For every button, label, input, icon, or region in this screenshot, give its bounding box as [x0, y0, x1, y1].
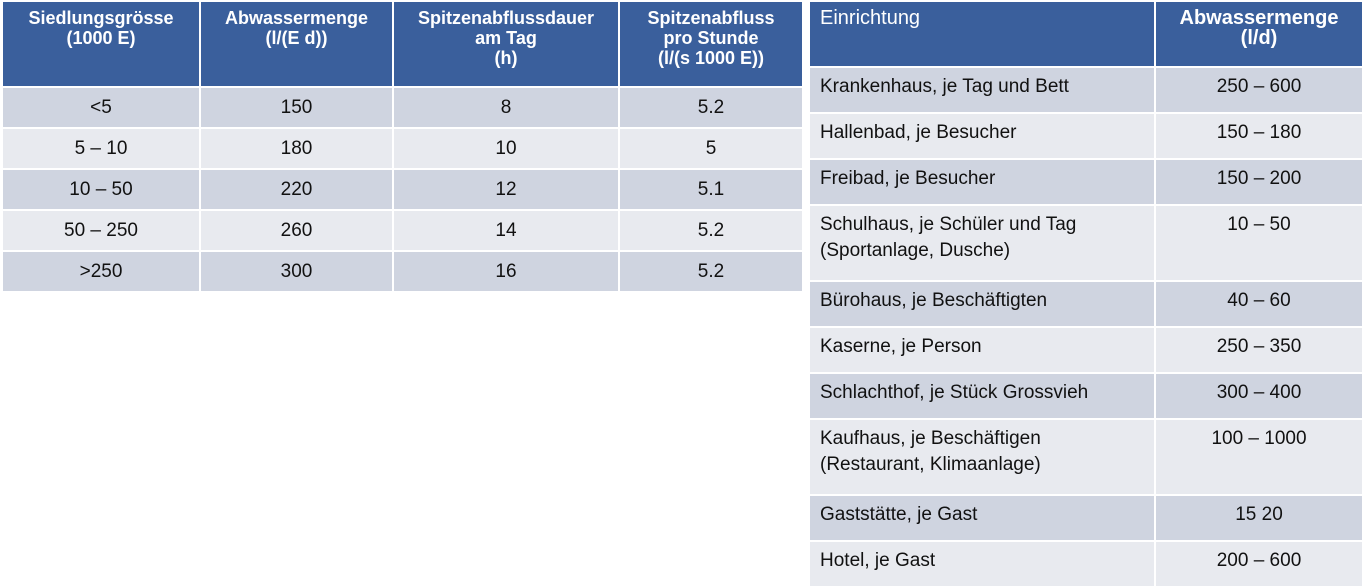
cell-facility: Hallenbad, je Besucher	[808, 112, 1156, 160]
cell-facility: Schulhaus, je Schüler und Tag (Sportanla…	[808, 204, 1156, 282]
settlement-size-table: Siedlungsgrösse (1000 E) Abwassermenge (…	[1, 0, 804, 293]
header-settlement-size: Siedlungsgrösse (1000 E)	[1, 0, 201, 88]
table-row: Schulhaus, je Schüler und Tag (Sportanla…	[808, 204, 1362, 282]
table-row: Freibad, je Besucher 150 – 200	[808, 158, 1362, 206]
cell-settlement-size: 10 – 50	[1, 168, 201, 211]
table-row: Kaufhaus, je Beschäftigen (Restaurant, K…	[808, 418, 1362, 496]
table-row: <5 150 8 5.2	[1, 86, 804, 129]
table-header-row: Siedlungsgrösse (1000 E) Abwassermenge (…	[1, 0, 804, 88]
header-wastewater-amount: Abwassermenge (l/(E d))	[199, 0, 394, 88]
table-row: Bürohaus, je Beschäftigten 40 – 60	[808, 280, 1362, 328]
table-row: Gaststätte, je Gast 15 20	[808, 494, 1362, 542]
cell-peak-duration: 10	[392, 127, 620, 170]
cell-wastewater-amount: 180	[199, 127, 394, 170]
cell-peak-flow: 5	[618, 127, 804, 170]
cell-facility: Bürohaus, je Beschäftigten	[808, 280, 1156, 328]
cell-peak-duration: 12	[392, 168, 620, 211]
header-peak-flow: Spitzenabfluss pro Stunde (l/(s 1000 E))	[618, 0, 804, 88]
cell-settlement-size: 5 – 10	[1, 127, 201, 170]
cell-peak-flow: 5.2	[618, 250, 804, 293]
cell-peak-flow: 5.2	[618, 86, 804, 129]
cell-amount: 10 – 50	[1154, 204, 1362, 282]
cell-amount: 250 – 350	[1154, 326, 1362, 374]
table-row: >250 300 16 5.2	[1, 250, 804, 293]
cell-amount: 40 – 60	[1154, 280, 1362, 328]
cell-facility: Hotel, je Gast	[808, 540, 1156, 588]
cell-amount: 300 – 400	[1154, 372, 1362, 420]
table-row: Hallenbad, je Besucher 150 – 180	[808, 112, 1362, 160]
cell-wastewater-amount: 260	[199, 209, 394, 252]
cell-peak-duration: 8	[392, 86, 620, 129]
cell-facility: Schlachthof, je Stück Grossvieh	[808, 372, 1156, 420]
cell-peak-duration: 16	[392, 250, 620, 293]
cell-facility: Kaufhaus, je Beschäftigen (Restaurant, K…	[808, 418, 1156, 496]
cell-settlement-size: >250	[1, 250, 201, 293]
header-wastewater-amount: Abwassermenge (l/d)	[1154, 0, 1362, 68]
cell-settlement-size: 50 – 250	[1, 209, 201, 252]
table-row: Hotel, je Gast 200 – 600	[808, 540, 1362, 588]
table-row: 50 – 250 260 14 5.2	[1, 209, 804, 252]
cell-facility: Gaststätte, je Gast	[808, 494, 1156, 542]
table-row: Schlachthof, je Stück Grossvieh 300 – 40…	[808, 372, 1362, 420]
cell-amount: 200 – 600	[1154, 540, 1362, 588]
cell-wastewater-amount: 220	[199, 168, 394, 211]
header-facility: Einrichtung	[808, 0, 1156, 68]
cell-settlement-size: <5	[1, 86, 201, 129]
cell-peak-flow: 5.2	[618, 209, 804, 252]
cell-facility: Freibad, je Besucher	[808, 158, 1156, 206]
cell-amount: 150 – 180	[1154, 112, 1362, 160]
cell-wastewater-amount: 300	[199, 250, 394, 293]
table-header-row: Einrichtung Abwassermenge (l/d)	[808, 0, 1362, 68]
table-row: 5 – 10 180 10 5	[1, 127, 804, 170]
header-peak-duration: Spitzenabflussdauer am Tag (h)	[392, 0, 620, 88]
cell-facility: Kaserne, je Person	[808, 326, 1156, 374]
cell-amount: 100 – 1000	[1154, 418, 1362, 496]
cell-wastewater-amount: 150	[199, 86, 394, 129]
cell-peak-duration: 14	[392, 209, 620, 252]
table-row: Krankenhaus, je Tag und Bett 250 – 600	[808, 66, 1362, 114]
cell-amount: 15 20	[1154, 494, 1362, 542]
table-row: Kaserne, je Person 250 – 350	[808, 326, 1362, 374]
cell-amount: 250 – 600	[1154, 66, 1362, 114]
facility-wastewater-table: Einrichtung Abwassermenge (l/d) Krankenh…	[808, 0, 1362, 588]
cell-amount: 150 – 200	[1154, 158, 1362, 206]
table-row: 10 – 50 220 12 5.1	[1, 168, 804, 211]
cell-facility: Krankenhaus, je Tag und Bett	[808, 66, 1156, 114]
cell-peak-flow: 5.1	[618, 168, 804, 211]
